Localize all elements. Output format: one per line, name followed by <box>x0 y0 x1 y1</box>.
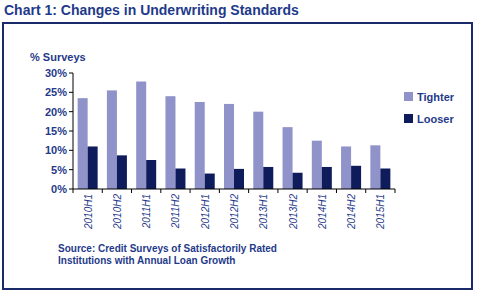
y-tick <box>69 131 73 132</box>
x-tick <box>395 189 396 193</box>
x-tick-label: 2012H1 <box>200 194 211 230</box>
y-tick <box>69 150 73 151</box>
bar <box>88 146 98 189</box>
x-tick-label: 2013H1 <box>258 194 269 230</box>
bar <box>283 127 293 189</box>
y-tick-label: 20% <box>45 106 67 118</box>
y-tick-label: 30% <box>45 67 67 79</box>
bar <box>136 82 146 189</box>
x-tick-label: 2014H1 <box>317 194 328 230</box>
bar <box>293 173 303 189</box>
y-tick-label: 25% <box>45 86 67 98</box>
title: Chart 1: Changes in Underwriting Standar… <box>4 2 299 18</box>
bar <box>234 169 244 189</box>
y-tick-label: 5% <box>51 164 67 176</box>
y-label: % Surveys <box>30 51 86 63</box>
bar <box>107 90 117 189</box>
x-tick-label: 2011H2 <box>170 194 181 230</box>
y-tick <box>69 73 73 74</box>
y-tick <box>69 92 73 93</box>
x-tick-label: 2014H2 <box>346 194 357 230</box>
bar <box>224 104 234 189</box>
x-tick-label: 2010H1 <box>83 194 94 230</box>
y-tick <box>69 189 73 190</box>
bar <box>253 112 263 189</box>
bar <box>195 102 205 189</box>
y-tick-label: 10% <box>45 144 67 156</box>
x-tick <box>336 189 337 193</box>
x-tick <box>248 189 249 193</box>
bar <box>165 96 175 189</box>
bar <box>263 167 273 189</box>
bar <box>117 155 127 189</box>
x-tick <box>277 189 278 193</box>
legend-swatch <box>404 114 413 123</box>
bar <box>341 146 351 189</box>
bar <box>205 174 215 189</box>
chart-wrap: Chart 1: Changes in Underwriting Standar… <box>0 0 477 293</box>
bar <box>78 98 88 189</box>
x-tick-label: 2013H2 <box>288 194 299 230</box>
y-tick <box>69 169 73 170</box>
x-tick <box>219 189 220 193</box>
x-tick <box>102 189 103 193</box>
y-tick-label: 15% <box>45 125 67 137</box>
legend-label: Looser <box>417 113 454 125</box>
x-tick-label: 2012H2 <box>229 194 240 230</box>
source: Source: Credit Surveys of Satisfactorily… <box>58 243 308 267</box>
bar <box>175 169 185 189</box>
y-tick-label: 0% <box>51 183 67 195</box>
x-tick <box>365 189 366 193</box>
x-axis <box>73 189 395 190</box>
bar <box>380 169 390 189</box>
bar <box>351 166 361 189</box>
x-tick <box>307 189 308 193</box>
bar <box>312 141 322 189</box>
x-tick-label: 2010H2 <box>112 194 123 230</box>
legend-swatch <box>404 92 413 101</box>
bar <box>322 167 332 189</box>
x-tick <box>160 189 161 193</box>
y-tick <box>69 111 73 112</box>
bar <box>370 145 380 189</box>
x-tick <box>190 189 191 193</box>
x-tick <box>131 189 132 193</box>
x-tick-label: 2015H1 <box>375 194 386 230</box>
x-tick <box>73 189 74 193</box>
x-tick-label: 2011H1 <box>141 194 152 229</box>
bar <box>146 160 156 189</box>
legend-label: Tighter <box>417 91 455 103</box>
